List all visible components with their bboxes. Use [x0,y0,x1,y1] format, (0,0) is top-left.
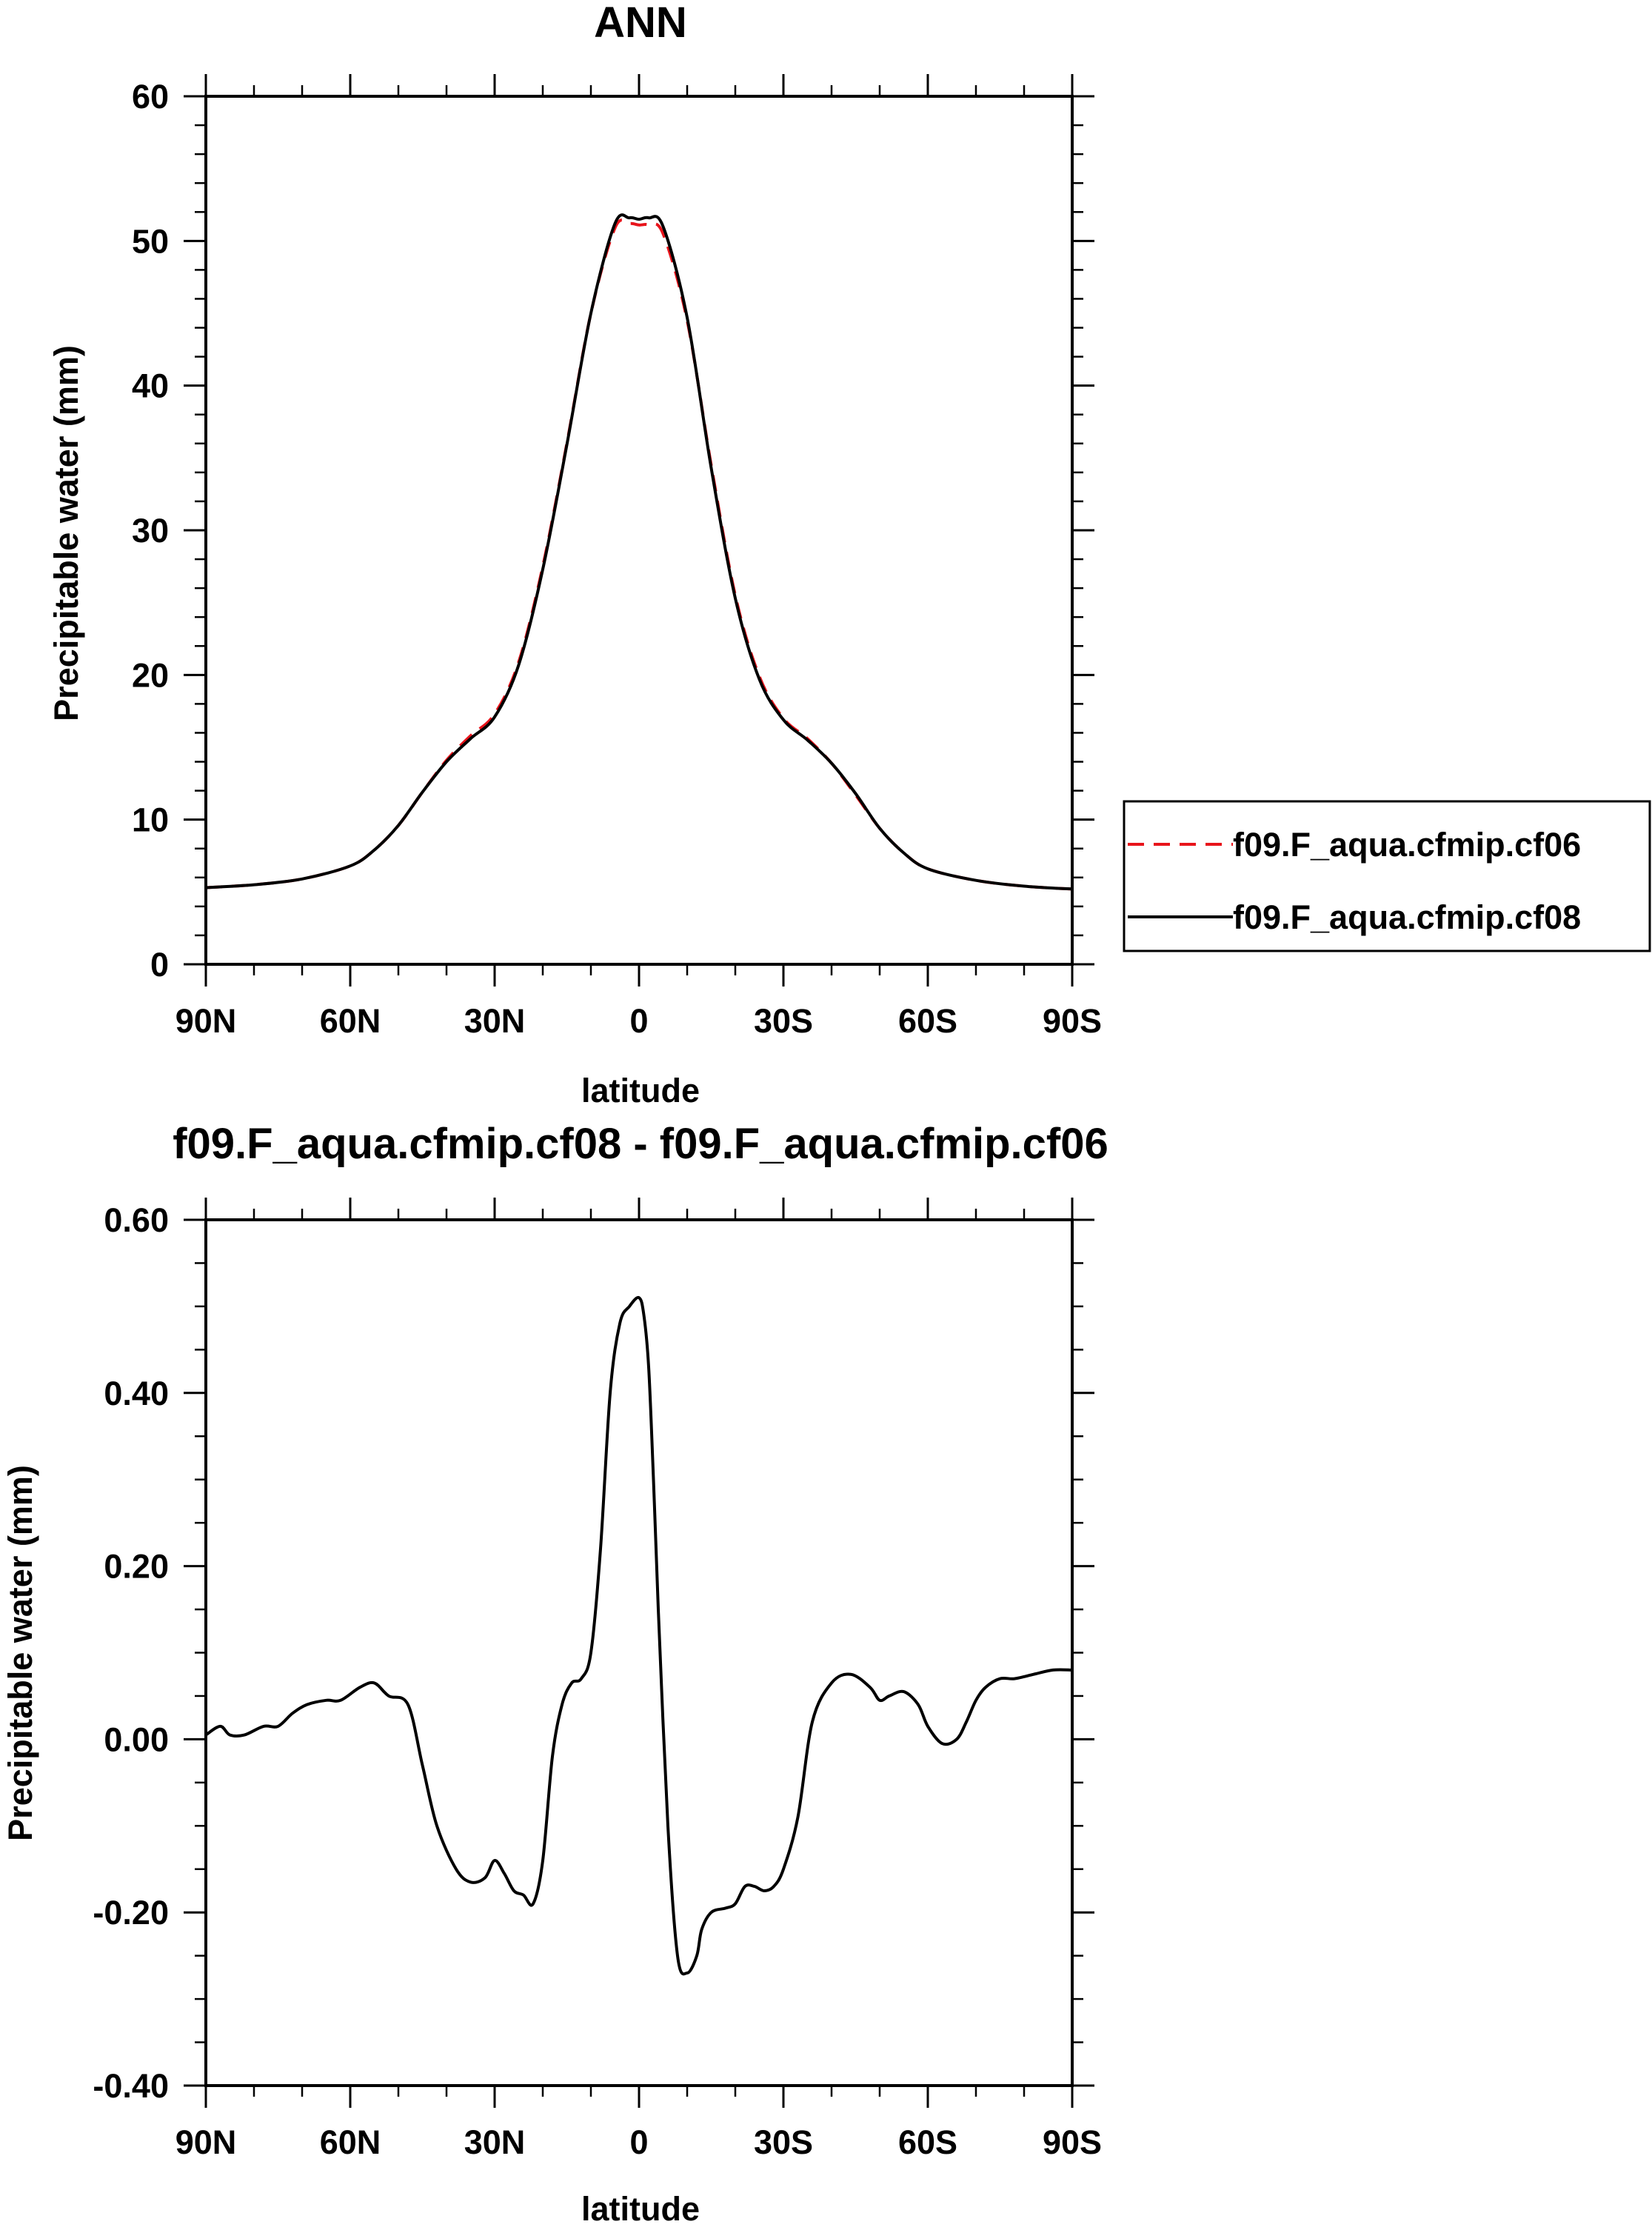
legend-label-cf06: f09.F_aqua.cfmip.cf06 [1233,826,1581,864]
series-line [205,213,1073,891]
y-axis-label: Precipitable water (mm) [47,345,85,721]
x-tick-label: 60N [320,2123,381,2161]
chart-title: ANN [594,0,687,47]
y-tick-label: 40 [132,367,169,405]
x-tick-label: 30N [464,1002,526,1040]
legend-label-cf08: f09.F_aqua.cfmip.cf08 [1233,898,1581,936]
x-axis-label: latitude [581,1072,700,1109]
series-lines [204,1295,1073,1976]
plot-frame [204,1218,1074,2087]
x-tick-label: 90S [1043,2123,1102,2161]
y-tick-label: 30 [132,512,169,550]
legend: f09.F_aqua.cfmip.cf06 f09.F_aqua.cfmip.c… [1123,800,1651,952]
x-tick-labels: 90N 60N 30N 0 30S 60S 90S [175,2123,1102,2161]
x-tick-labels: 90N 60N 30N 0 30S 60S 90S [175,1002,1102,1040]
legend-box [1123,800,1651,952]
x-tick-label: 30S [754,1002,813,1040]
chart-panel-annual: ANN 0 10 20 30 40 50 60 90N 60N 30N 0 30S 60S 90S la… [47,0,1651,1109]
y-tick-labels: 0 10 20 30 40 50 60 [132,78,169,984]
y-tick-label: 10 [132,801,169,839]
x-tick-label: 60N [320,1002,381,1040]
y-axis-label: Precipitable water (mm) [1,1465,39,1841]
chart-panel-difference: f09.F_aqua.cfmip.cf08 - f09.F_aqua.cfmip… [1,1120,1108,2228]
y-tick-label: 0.40 [104,1375,169,1412]
x-tick-label: 90S [1043,1002,1102,1040]
x-tick-label: 90N [175,2123,237,2161]
y-tick-label: 0.00 [104,1720,169,1758]
x-tick-label: 90N [175,1002,237,1040]
x-tick-label: 60S [898,1002,957,1040]
axis-ticks [184,74,1094,987]
x-axis-label: latitude [581,2190,700,2228]
y-tick-labels: -0.40 -0.20 0.00 0.20 0.40 0.60 [93,1201,169,2105]
series-line [204,1295,1073,1976]
y-tick-label: 50 [132,222,169,260]
plot-frame [204,95,1074,966]
series-lines [205,213,1073,891]
chart-title: f09.F_aqua.cfmip.cf08 - f09.F_aqua.cfmip… [173,1120,1108,1168]
y-tick-label: 0.20 [104,1548,169,1586]
axis-ticks [184,1198,1094,2108]
y-tick-label: 0 [150,946,169,984]
y-tick-label: 0.60 [104,1201,169,1239]
x-tick-label: 60S [898,2123,957,2161]
y-tick-label: -0.40 [93,2067,169,2105]
x-tick-label: 0 [629,1002,648,1040]
y-tick-label: -0.20 [93,1894,169,1932]
y-tick-label: 20 [132,656,169,694]
x-tick-label: 30N [464,2123,526,2161]
x-tick-label: 0 [629,2123,648,2161]
y-tick-label: 60 [132,78,169,116]
x-tick-label: 30S [754,2123,813,2161]
